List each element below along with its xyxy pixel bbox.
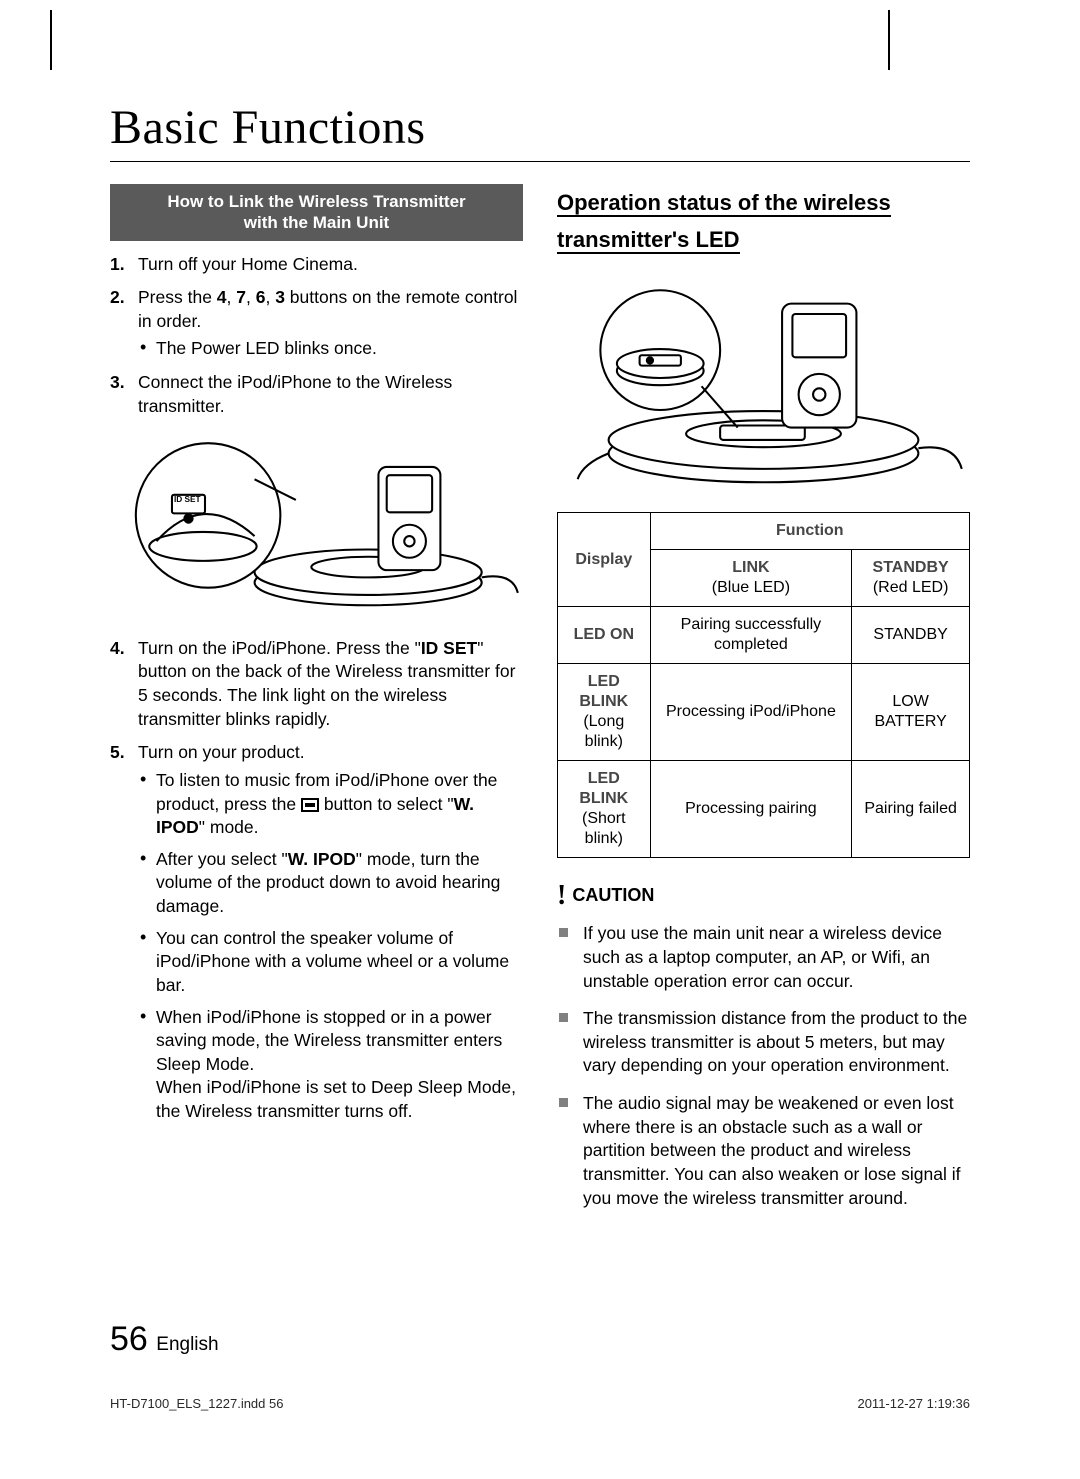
text-fragment: After you select " [156,849,288,869]
doc-code: HT-D7100_ELS_1227.indd 56 [110,1396,283,1411]
cell-sub: (Red LED) [858,578,963,598]
led-status-table: Display Function LINK (Blue LED) STANDBY… [557,512,970,858]
sub-item: After you select "W. IPOD" mode, turn th… [138,848,523,919]
text-fragment: , [265,287,275,307]
th-function: Function [650,513,969,550]
step-3: 3. Connect the iPod/iPhone to the Wirele… [110,371,523,418]
step-1: 1. Turn off your Home Cinema. [110,253,523,277]
bold-key: 6 [256,287,266,307]
step-text: Turn off your Home Cinema. [138,254,358,274]
caution-item: The audio signal may be weakened or even… [557,1092,970,1210]
text-fragment: When iPod/iPhone is stopped or in a powe… [156,1007,502,1074]
meta-footer: HT-D7100_ELS_1227.indd 56 2011-12-27 1:1… [110,1396,970,1411]
cell-bold: STANDBY [873,559,949,576]
idset-callout-label: ID SET [174,495,201,504]
step-text: Turn on the iPod/iPhone. Press the "ID S… [138,638,515,729]
right-column: Operation status of the wireless transmi… [557,184,970,1224]
cell: LOW BATTERY [852,664,970,761]
cell: STANDBY [852,607,970,664]
transmitter-illustration-left: ID SET [110,438,523,614]
step-2: 2. Press the 4, 7, 6, 3 buttons on the r… [110,286,523,361]
row-label: LED BLINK (Long blink) [558,664,651,761]
bold-fragment: W. IPOD [288,849,356,869]
step-text: Press the 4, 7, 6, 3 buttons on the remo… [138,287,517,331]
sub-list: The Power LED blinks once. [138,337,523,361]
table-row: LED BLINK (Short blink) Processing pairi… [558,761,970,858]
steps-list: 1. Turn off your Home Cinema. 2. Press t… [110,253,523,419]
subheader-bar: How to Link the Wireless Transmitter wit… [110,184,523,241]
table-row: Display Function [558,513,970,550]
cell: Processing iPod/iPhone [650,664,852,761]
function-button-icon [301,798,319,812]
sub-item: When iPod/iPhone is stopped or in a powe… [138,1006,523,1124]
text-fragment: button to select " [319,794,454,814]
right-title-line1: Operation status of the wireless [557,190,891,217]
sub-item: To listen to music from iPod/iPhone over… [138,769,523,840]
row-label: LED BLINK (Short blink) [558,761,651,858]
bold-key: 4 [217,287,227,307]
step-text: Turn on your product. [138,742,305,762]
step-4: 4. Turn on the iPod/iPhone. Press the "I… [110,637,523,732]
step-num: 5. [110,741,125,765]
transmitter-illustration-right [557,283,970,490]
right-title: Operation status of the wireless transmi… [557,184,970,259]
page-footer: 56 English [110,1320,219,1359]
sub-item: You can control the speaker volume of iP… [138,927,523,998]
exclamation-icon: ! [557,880,566,911]
table-row: LED BLINK (Long blink) Processing iPod/i… [558,664,970,761]
text-fragment: Press the [138,287,217,307]
caution-heading: ! CAUTION [557,880,970,912]
th-link: LINK (Blue LED) [650,550,852,607]
caution-item: If you use the main unit near a wireless… [557,922,970,993]
bold-key: 3 [275,287,285,307]
cell-bold: LINK [732,559,769,576]
step-num: 4. [110,637,125,661]
caution-label: CAUTION [572,885,654,905]
subheader-line1: How to Link the Wireless Transmitter [167,192,465,211]
cell: Processing pairing [650,761,852,858]
bold-fragment: ID SET [421,638,477,658]
cell-bold: LED ON [574,626,634,643]
step-num: 2. [110,286,125,310]
step-5: 5. Turn on your product. To listen to mu… [110,741,523,1123]
text-fragment: , [227,287,237,307]
steps-list-cont: 4. Turn on the iPod/iPhone. Press the "I… [110,637,523,1124]
two-column-layout: How to Link the Wireless Transmitter wit… [110,184,970,1224]
cell-sub: (Short blink) [564,809,644,849]
caution-list: If you use the main unit near a wireless… [557,922,970,1210]
table-row: LED ON Pairing successfully completed ST… [558,607,970,664]
doc-timestamp: 2011-12-27 1:19:36 [857,1396,970,1411]
right-title-line2: transmitter's LED [557,227,740,254]
subheader-line2: with the Main Unit [244,213,389,232]
th-standby: STANDBY (Red LED) [852,550,970,607]
page-language: English [156,1334,218,1355]
page-number: 56 [110,1320,148,1358]
step-text: Connect the iPod/iPhone to the Wireless … [138,372,452,416]
page: Basic Functions How to Link the Wireless… [0,0,1080,1479]
cell: Pairing failed [852,761,970,858]
section-title: Basic Functions [110,100,970,162]
cell-sub: (Blue LED) [657,578,846,598]
bold-key: 7 [236,287,246,307]
text-fragment: Turn on the iPod/iPhone. Press the " [138,638,421,658]
text-fragment: When iPod/iPhone is set to Deep Sleep Mo… [156,1077,516,1121]
left-column: How to Link the Wireless Transmitter wit… [110,184,523,1224]
caution-item: The transmission distance from the produ… [557,1007,970,1078]
step-num: 1. [110,253,125,277]
cell-bold: LED BLINK [579,673,628,710]
cell-sub: (Long blink) [564,712,644,752]
text-fragment: " mode. [199,817,259,837]
sub-item: The Power LED blinks once. [138,337,523,361]
text-fragment: , [246,287,256,307]
th-display: Display [558,513,651,607]
sub-list: To listen to music from iPod/iPhone over… [138,769,523,1124]
step-num: 3. [110,371,125,395]
cell-bold: LED BLINK [579,770,628,807]
cell: Pairing successfully completed [650,607,852,664]
row-label: LED ON [558,607,651,664]
